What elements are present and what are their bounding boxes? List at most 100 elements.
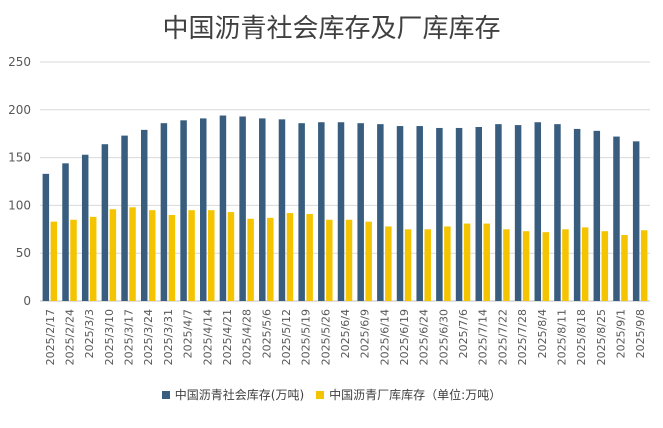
legend: 中国沥青社会库存(万吨) 中国沥青厂库库存（单位:万吨） — [0, 386, 663, 403]
y-tick-label: 150 — [8, 151, 31, 165]
bar-social-inventory — [62, 163, 69, 301]
bar-plant-inventory — [326, 219, 333, 301]
bar-plant-inventory — [188, 210, 195, 301]
bar-social-inventory — [298, 123, 305, 302]
bar-social-inventory — [436, 127, 443, 302]
legend-label-plant: 中国沥青厂库库存（单位:万吨） — [329, 388, 502, 402]
x-tick-label: 2025/7/28 — [516, 309, 529, 365]
bar-plant-inventory — [601, 231, 609, 301]
bar-plant-inventory — [385, 226, 392, 301]
x-tick-label: 2025/4/28 — [241, 309, 254, 365]
bar-social-inventory — [554, 124, 561, 301]
x-tick-label: 2025/3/3 — [83, 309, 96, 358]
bar-social-inventory — [534, 122, 542, 301]
bar-plant-inventory — [640, 230, 648, 301]
bar-plant-inventory — [70, 219, 77, 301]
bar-plant-inventory — [365, 221, 372, 301]
bar-social-inventory — [278, 119, 286, 301]
x-tick-label: 2025/4/14 — [201, 309, 214, 365]
x-tick-label: 2025/6/19 — [398, 309, 411, 365]
bar-social-inventory — [180, 120, 187, 301]
legend-item-plant: 中国沥青厂库库存（单位:万吨） — [316, 386, 501, 403]
x-tick-label: 2025/9/1 — [614, 309, 627, 358]
bar-social-inventory — [318, 122, 325, 301]
x-tick-label: 2025/8/11 — [555, 309, 568, 365]
bar-plant-inventory — [345, 219, 353, 301]
x-tick-label: 2025/6/4 — [339, 309, 352, 358]
x-tick-label: 2025/3/10 — [103, 309, 116, 365]
x-tick-label: 2025/7/6 — [457, 309, 470, 358]
bar-social-inventory — [613, 136, 620, 301]
bar-social-inventory — [632, 141, 640, 301]
bar-plant-inventory — [208, 210, 215, 301]
bar-plant-inventory — [621, 235, 628, 301]
bar-social-inventory — [81, 154, 89, 301]
bar-plant-inventory — [562, 229, 569, 301]
x-tick-label: 2025/6/24 — [418, 309, 431, 365]
bar-plant-inventory — [522, 231, 530, 301]
x-tick-label: 2025/3/24 — [142, 309, 155, 365]
x-tick-label: 2025/8/18 — [575, 309, 588, 365]
bar-social-inventory — [475, 127, 482, 302]
x-tick-label: 2025/8/25 — [595, 309, 608, 365]
x-tick-label: 2025/7/14 — [477, 309, 490, 365]
bar-social-inventory — [219, 115, 227, 301]
bar-plant-inventory — [463, 223, 471, 301]
bar-social-inventory — [101, 144, 109, 301]
x-tick-label: 2025/3/17 — [123, 309, 136, 365]
bar-social-inventory — [357, 123, 364, 302]
legend-item-social: 中国沥青社会库存(万吨) — [161, 386, 305, 403]
bar-plant-inventory — [267, 217, 274, 301]
x-tick-label: 2025/5/6 — [260, 309, 273, 358]
x-tick-label: 2025/5/26 — [319, 309, 332, 365]
x-tick-label: 2025/4/7 — [182, 309, 195, 358]
chart-title: 中国沥青社会库存及厂库库存 — [162, 14, 501, 44]
bar-social-inventory — [455, 127, 463, 302]
bar-social-inventory — [593, 130, 601, 301]
bar-plant-inventory — [503, 229, 510, 301]
legend-swatch-social — [161, 390, 170, 399]
bar-plant-inventory — [148, 210, 156, 301]
x-tick-label: 2025/7/22 — [496, 309, 509, 365]
legend-swatch-plant — [316, 390, 325, 399]
bar-social-inventory — [259, 118, 266, 302]
bar-plant-inventory — [483, 223, 490, 301]
y-tick-label: 50 — [16, 246, 31, 260]
bar-plant-inventory — [424, 229, 431, 301]
bar-plant-inventory — [404, 229, 412, 301]
bar-plant-inventory — [247, 218, 254, 301]
bar-social-inventory — [396, 126, 404, 301]
bar-social-inventory — [514, 125, 522, 301]
y-tick-label: 250 — [8, 55, 31, 69]
bar-plant-inventory — [227, 212, 235, 301]
bar-plant-inventory — [89, 216, 97, 301]
x-tick-label: 2025/8/4 — [536, 309, 549, 358]
bar-social-inventory — [160, 123, 168, 302]
x-tick-label: 2025/9/8 — [634, 309, 647, 358]
bar-plant-inventory — [50, 221, 58, 301]
bar-plant-inventory — [109, 209, 117, 301]
y-tick-label: 100 — [8, 198, 31, 212]
bar-social-inventory — [121, 135, 128, 301]
bar-plant-inventory — [306, 214, 313, 301]
bar-social-inventory — [239, 116, 246, 301]
bar-plant-inventory — [542, 232, 550, 301]
bar-social-inventory — [416, 126, 423, 301]
x-tick-label: 2025/5/19 — [300, 309, 313, 365]
bar-plant-inventory — [129, 207, 136, 301]
bar-social-inventory — [495, 124, 502, 301]
x-tick-label: 2025/5/12 — [280, 309, 293, 365]
bar-social-inventory — [140, 129, 148, 301]
bar-social-inventory — [337, 122, 345, 301]
x-tick-label: 2025/4/21 — [221, 309, 234, 365]
legend-label-social: 中国沥青社会库存(万吨) — [174, 388, 305, 402]
x-tick-label: 2025/2/17 — [44, 309, 57, 365]
bar-social-inventory — [573, 128, 581, 301]
x-tick-label: 2025/2/24 — [64, 309, 77, 365]
bar-social-inventory — [377, 124, 384, 301]
x-tick-label: 2025/6/14 — [378, 309, 391, 365]
bar-plant-inventory — [168, 214, 176, 301]
x-tick-label: 2025/6/9 — [359, 309, 372, 358]
